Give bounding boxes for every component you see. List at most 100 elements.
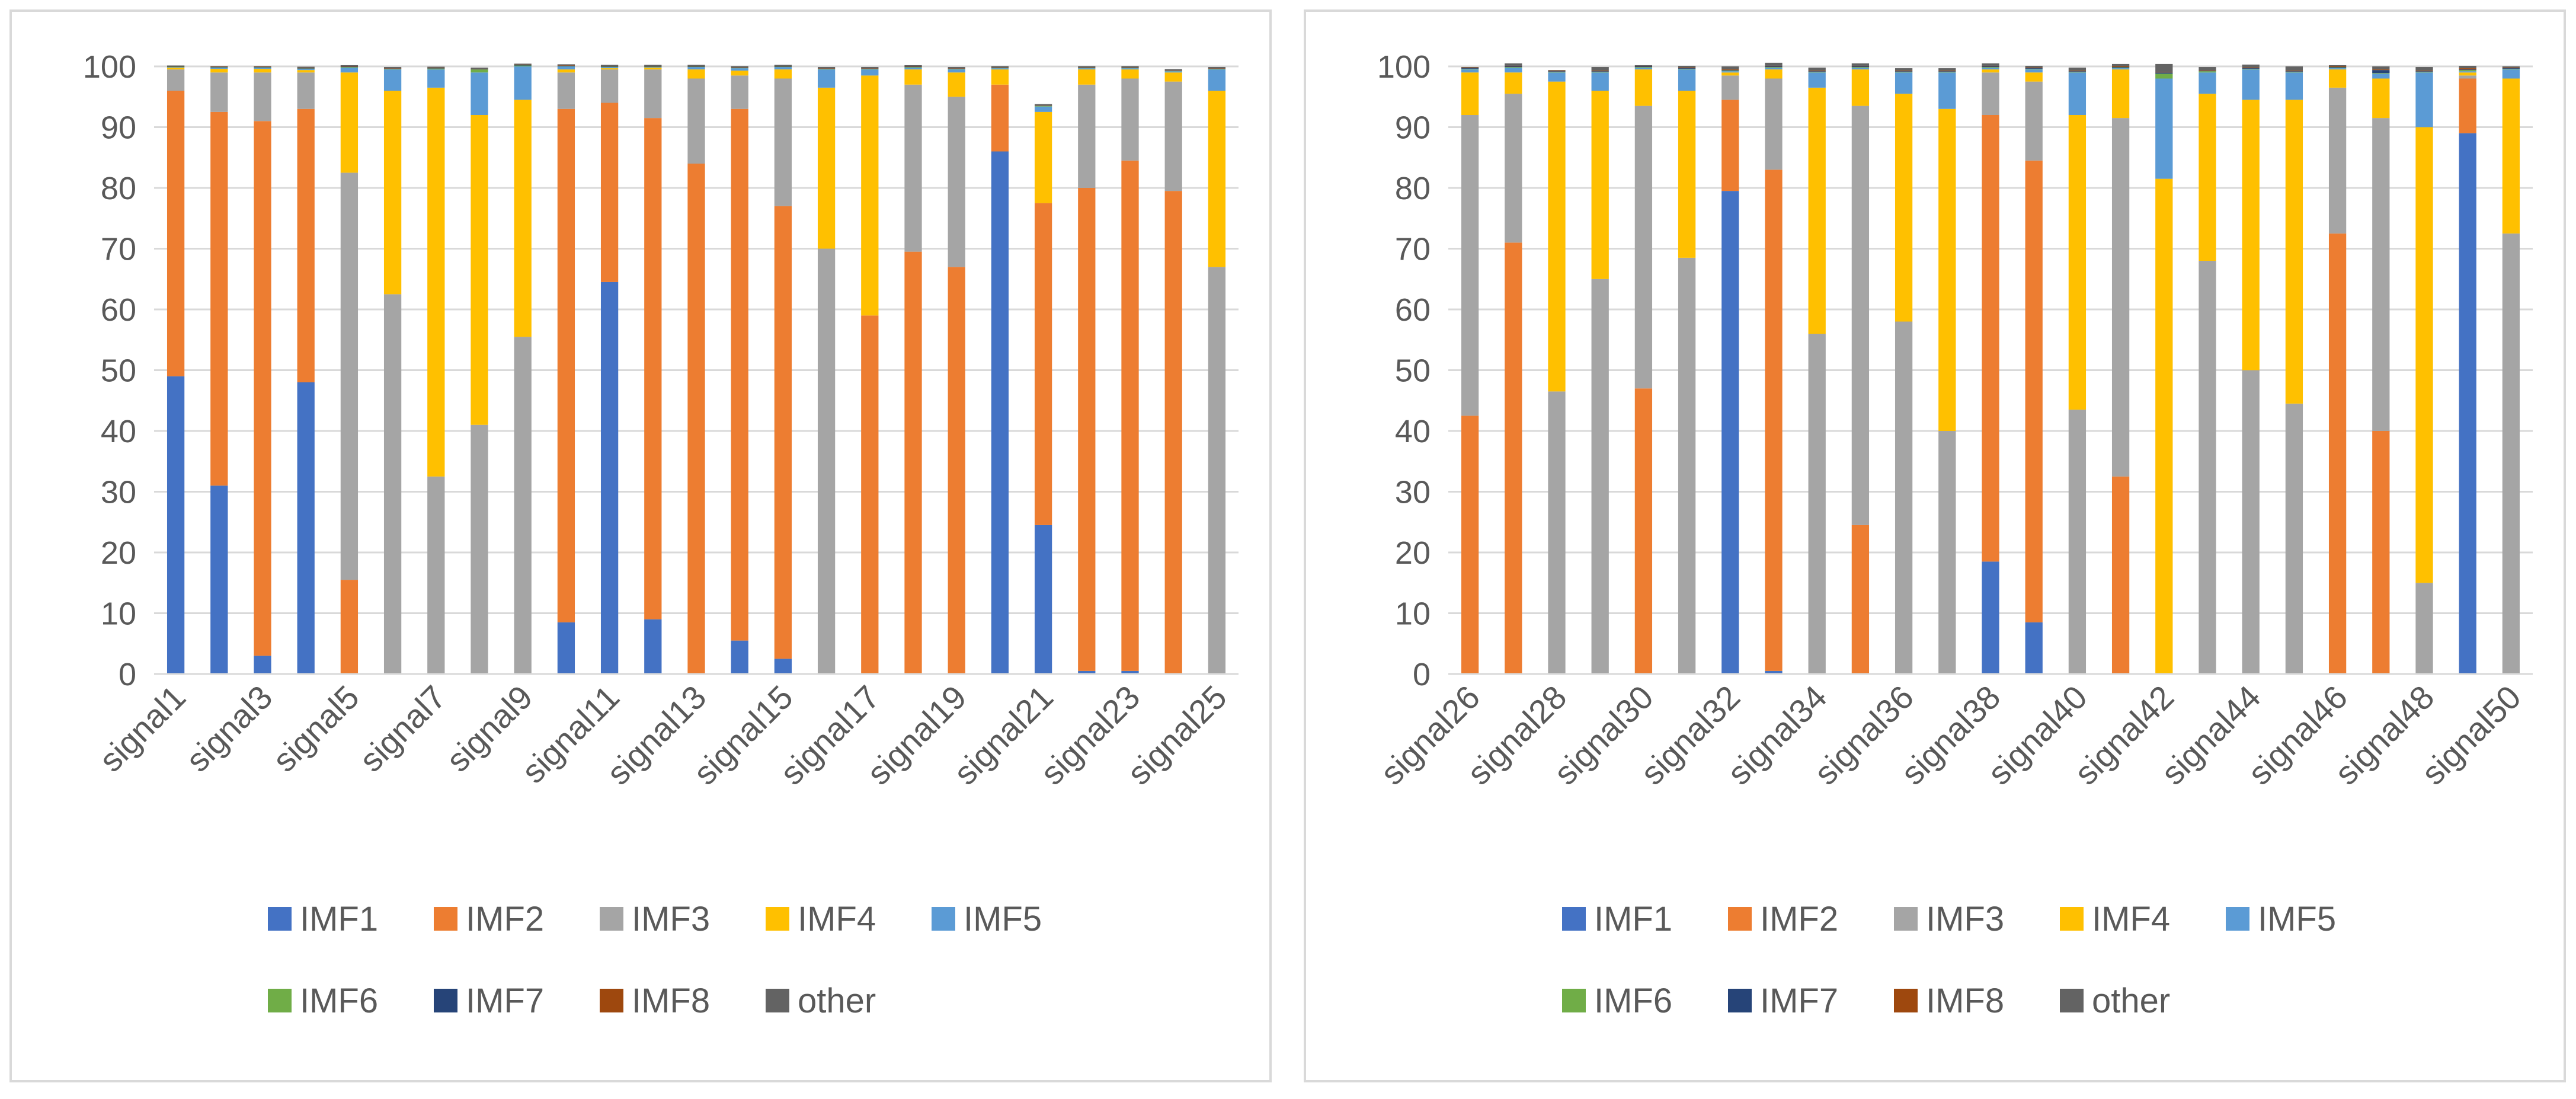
- bar-imf3-signal32: [1721, 75, 1739, 100]
- bar-imf8-signal7: [427, 68, 445, 69]
- bar-other-signal48: [2415, 67, 2433, 71]
- bar-imf5-signal18: [904, 68, 922, 70]
- bar-imf7-signal41: [2111, 67, 2130, 68]
- bar-imf2-signal41: [2111, 476, 2130, 674]
- bar-imf4-signal1: [167, 68, 185, 70]
- bar-other-signal21: [1034, 104, 1052, 106]
- bar-imf6-signal18: [904, 67, 922, 68]
- bar-imf5-signal43: [2199, 72, 2216, 94]
- bar-imf6-signal21: [1034, 106, 1052, 107]
- bar-imf3-signal12: [644, 69, 662, 119]
- bar-other-signal38: [1982, 63, 1999, 66]
- legend-label-imf7: IMF7: [1760, 982, 1838, 1020]
- bar-imf7-signal12: [644, 66, 662, 67]
- bar-imf2-signal17: [861, 315, 879, 674]
- bar-other-signal45: [2285, 66, 2303, 71]
- legend-swatch-imf1: [268, 907, 292, 931]
- bar-imf1-signal1: [167, 376, 185, 674]
- bar-imf4-signal34: [1808, 87, 1826, 334]
- bar-imf5-signal10: [557, 66, 575, 70]
- bar-imf5-signal3: [254, 68, 271, 69]
- bar-other-signal46: [2328, 65, 2347, 66]
- bar-imf6-signal47: [2372, 73, 2390, 74]
- bar-imf7-signal35: [1851, 66, 1870, 68]
- bar-imf4-signal22: [1078, 69, 1096, 85]
- bar-imf6-signal30: [1634, 67, 1653, 68]
- bar-imf7-signal49: [2459, 69, 2476, 71]
- bar-imf5-signal2: [210, 68, 228, 69]
- bar-imf5-signal30: [1634, 68, 1653, 70]
- legend-label-imf3: IMF3: [632, 900, 710, 938]
- bar-imf1-signal3: [254, 656, 271, 674]
- bar-imf7-signal47: [2372, 70, 2390, 74]
- bar-imf3-signal14: [731, 75, 748, 109]
- bar-imf5-signal24: [1164, 71, 1182, 73]
- bar-imf3-signal25: [1208, 267, 1226, 674]
- bar-imf7-signal2: [210, 67, 228, 68]
- y-tick-label: 80: [1395, 171, 1431, 206]
- bar-imf4-signal37: [1938, 108, 1956, 431]
- bar-imf1-signal14: [731, 640, 748, 674]
- bar-imf5-signal44: [2242, 69, 2260, 100]
- bar-imf3-signal39: [2025, 81, 2043, 161]
- bar-imf2-signal30: [1634, 388, 1653, 674]
- x-tick-label: signal3: [178, 678, 279, 779]
- bar-imf7-signal9: [514, 65, 532, 66]
- bar-imf6-signal49: [2459, 70, 2476, 72]
- bar-imf7-signal33: [1765, 66, 1783, 68]
- bar-imf8-signal6: [383, 68, 402, 69]
- bar-imf6-signal23: [1121, 68, 1139, 69]
- bar-imf4-signal43: [2199, 94, 2216, 261]
- bar-imf4-signal5: [340, 72, 359, 173]
- bar-imf5-signal49: [2459, 71, 2476, 73]
- bar-imf7-signal50: [2502, 68, 2520, 69]
- bar-imf5-signal33: [1765, 68, 1783, 70]
- legend-swatch-imf3: [600, 907, 623, 931]
- bar-imf8-signal17: [861, 68, 879, 69]
- bar-other-signal16: [817, 67, 836, 69]
- bar-imf5-signal42: [2155, 78, 2173, 179]
- bar-imf3-signal29: [1591, 279, 1609, 674]
- bar-imf7-signal39: [2025, 68, 2043, 69]
- bar-imf2-signal49: [2459, 78, 2476, 133]
- y-tick-label: 30: [101, 475, 136, 510]
- bar-imf3-signal46: [2328, 87, 2347, 234]
- bar-imf8-signal46: [2328, 66, 2347, 68]
- y-tick-label: 10: [101, 596, 136, 632]
- legend-swatch-other: [766, 989, 789, 1012]
- bar-imf7-signal48: [2415, 71, 2433, 72]
- bar-imf4-signal24: [1164, 72, 1182, 82]
- bar-imf8-signal3: [254, 66, 271, 68]
- y-tick-label: 100: [1377, 49, 1431, 85]
- bar-imf4-signal19: [948, 72, 965, 97]
- bar-imf2-signal11: [600, 103, 619, 282]
- bar-other-signal44: [2242, 64, 2260, 68]
- bar-imf5-signal11: [600, 67, 619, 69]
- bar-imf6-signal12: [644, 66, 662, 68]
- x-tick-label: signal7: [352, 678, 453, 779]
- bar-imf4-signal12: [644, 68, 662, 70]
- bar-imf2-signal32: [1721, 100, 1739, 191]
- legend-label-imf2: IMF2: [466, 900, 544, 938]
- bar-imf4-signal2: [210, 69, 228, 73]
- bar-imf3-signal11: [600, 69, 619, 103]
- bar-imf2-signal21: [1034, 203, 1052, 525]
- bar-imf2-signal19: [948, 267, 965, 674]
- bar-imf7-signal3: [254, 67, 271, 68]
- bar-imf5-signal6: [383, 69, 402, 91]
- bar-other-signal9: [514, 63, 532, 65]
- legend-label-imf6: IMF6: [1594, 982, 1672, 1020]
- bar-other-signal27: [1505, 63, 1522, 66]
- bar-imf3-signal43: [2199, 261, 2216, 674]
- bar-other-signal43: [2199, 67, 2216, 71]
- bar-other-signal35: [1851, 63, 1870, 66]
- bar-imf2-signal10: [557, 108, 575, 622]
- bar-imf3-signal47: [2372, 118, 2390, 431]
- bar-imf4-signal11: [600, 68, 619, 70]
- bar-other-signal29: [1591, 67, 1609, 71]
- bar-imf7-signal40: [2068, 71, 2087, 72]
- bar-imf7-signal45: [2285, 71, 2303, 72]
- bar-imf4-signal50: [2502, 78, 2520, 234]
- legend-swatch-imf1: [1562, 907, 1586, 931]
- bar-imf8-signal16: [817, 68, 836, 69]
